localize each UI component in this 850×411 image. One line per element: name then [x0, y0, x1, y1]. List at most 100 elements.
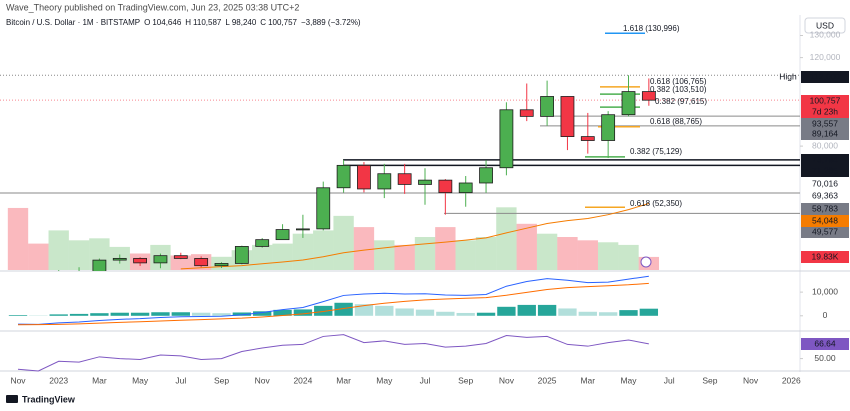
candle-body [173, 255, 188, 259]
legend-item: 104,646 [152, 18, 181, 27]
rsi-line [17, 334, 649, 372]
macd-histogram [619, 310, 638, 316]
level-box [801, 203, 849, 215]
publisher: Wave_Theory published on TradingView.com… [6, 2, 299, 12]
volume-bar [28, 243, 49, 270]
macd-histogram [456, 312, 475, 316]
candle-body [560, 96, 575, 137]
level-label: 49,577 [812, 226, 838, 236]
candle-body [479, 167, 493, 184]
volume-bar [252, 244, 273, 270]
level-box [801, 178, 849, 190]
level-label: 71,285 [812, 165, 838, 175]
macd-histogram [110, 312, 129, 316]
level-label: 69,363 [812, 190, 838, 200]
volume-bar [516, 223, 537, 270]
level-box [801, 165, 849, 177]
brand-logo [6, 395, 18, 403]
volume-bar [536, 233, 558, 270]
volume-bar [48, 230, 69, 270]
y-tick-label: 80,000 [812, 140, 838, 150]
signal-line [17, 282, 649, 326]
candle-body [580, 136, 595, 141]
volume-bar [272, 243, 293, 270]
volume-bar [577, 240, 598, 270]
candle-body [641, 91, 656, 101]
x-tick-label: Jul [420, 375, 431, 385]
x-tick-label: 2026 [782, 375, 801, 385]
macd-histogram [8, 315, 28, 316]
macd-histogram [476, 312, 496, 316]
candle-body [316, 187, 331, 230]
candle-body [194, 258, 209, 267]
macd-histogram [578, 311, 597, 316]
volume-bar [333, 215, 354, 270]
ema-box [801, 215, 849, 227]
candle-body [133, 257, 148, 264]
legend-item: L [225, 18, 230, 27]
x-tick-label: Jul [664, 375, 675, 385]
legend-item: H [185, 18, 191, 27]
legend-item: −3,889 (−3.72%) [301, 18, 361, 27]
macd-histogram [497, 306, 516, 316]
macd-histogram [334, 302, 353, 316]
candle-body [295, 228, 310, 231]
x-tick-label: May [132, 375, 149, 385]
volume-bar [435, 227, 456, 270]
macd-histogram [558, 308, 577, 316]
x-tick-label: Sep [458, 375, 473, 385]
candle-body [458, 182, 473, 194]
legend-item: O [144, 18, 150, 27]
volume-bar [170, 255, 191, 270]
fib-label: 0.618 (52,350) [630, 199, 682, 208]
volume-bar [313, 230, 334, 270]
candle-body [255, 239, 270, 247]
ema-label: 54,048 [812, 215, 838, 225]
replay-icon [640, 256, 652, 268]
currency: USD [816, 20, 834, 30]
candle-body [601, 114, 616, 141]
x-tick-label: 2023 [49, 375, 68, 385]
candle-body [234, 246, 249, 264]
volume-bar [7, 207, 29, 270]
macd-histogram [49, 314, 68, 316]
candle-body [357, 164, 371, 190]
volume-bar [455, 240, 476, 270]
macd-histogram [191, 312, 211, 316]
x-tick-label: Mar [336, 375, 351, 385]
macd-histogram [253, 311, 272, 316]
fib-label: 0.382 (97,615) [655, 97, 707, 106]
volume-bar [618, 244, 639, 270]
fib-label: 0.618 (106,765) [650, 77, 707, 86]
x-tick-label: 2024 [293, 375, 312, 385]
level-box [801, 128, 849, 140]
volume-bar [414, 237, 436, 270]
y-tick-label: 120,000 [810, 52, 841, 62]
level-box [801, 154, 849, 166]
macd-histogram [639, 308, 659, 316]
x-tick-label: Nov [499, 375, 515, 385]
x-tick-label: 2025 [538, 375, 557, 385]
fib-label: 1.618 (130,996) [623, 24, 680, 33]
x-tick-label: Nov [10, 375, 26, 385]
last-price-box [801, 95, 849, 118]
macd-histogram [354, 304, 374, 316]
macd-histogram [436, 311, 455, 316]
macd-histogram [395, 308, 414, 316]
high-box [801, 71, 849, 83]
rsi-box [801, 338, 849, 350]
volume-bar [496, 207, 517, 270]
rsi-label: 66.64 [814, 338, 836, 348]
macd-histogram [171, 312, 190, 316]
x-tick-label: Nov [255, 375, 271, 385]
candle-body [377, 173, 392, 190]
macd-histogram [130, 312, 150, 316]
level-label: 73,794 [812, 154, 838, 164]
macd-histogram [212, 313, 231, 316]
x-tick-label: Sep [214, 375, 229, 385]
macd-histogram [69, 313, 89, 316]
legend-item: Bitcoin / U.S. Dollar · 1M · BITSTAMP [6, 18, 140, 27]
ema-line [180, 203, 649, 270]
y-tick-label: 0 [823, 310, 828, 320]
